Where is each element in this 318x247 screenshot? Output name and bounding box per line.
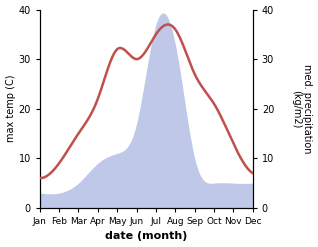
Y-axis label: max temp (C): max temp (C) [5,75,16,143]
X-axis label: date (month): date (month) [105,231,187,242]
Y-axis label: med. precipitation
(kg/m2): med. precipitation (kg/m2) [291,64,313,153]
